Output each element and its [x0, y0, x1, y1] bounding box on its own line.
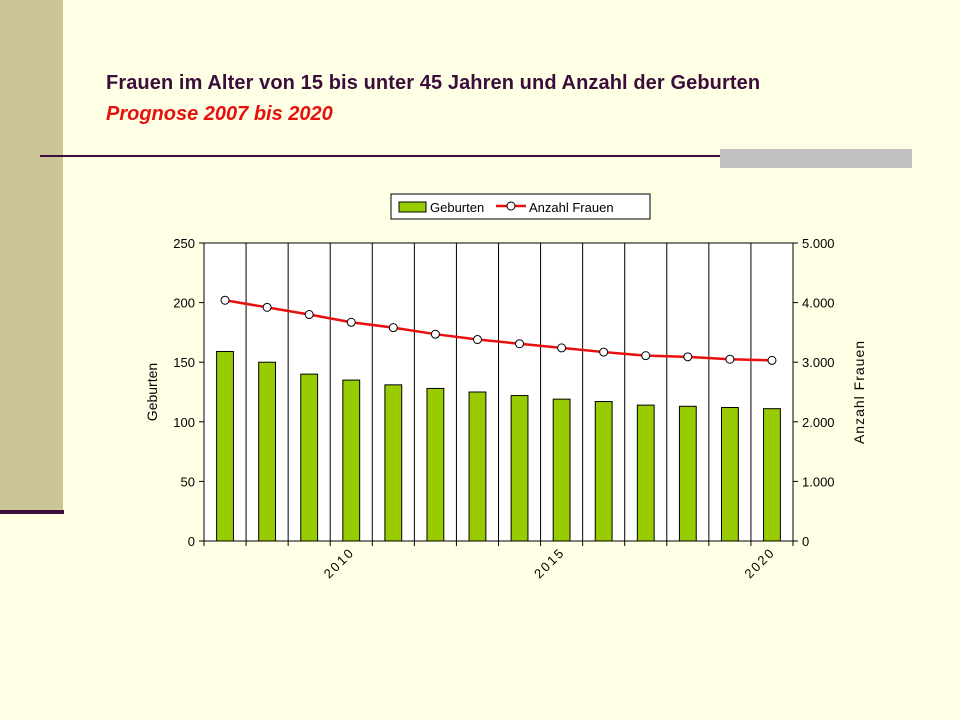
point-anzahl-frauen-2009: [304, 310, 314, 320]
point-anzahl-frauen-2015: [557, 343, 567, 353]
point-anzahl-frauen-2008: [262, 302, 272, 312]
bar-geburten-2011: [384, 384, 403, 542]
x-tick-label: 2010: [321, 545, 358, 582]
bar-geburten-2012: [426, 387, 445, 542]
bar-geburten-2019: [720, 406, 739, 542]
title-divider: [40, 155, 912, 157]
x-tick-label: 2020: [741, 545, 778, 582]
point-anzahl-frauen-2007: [220, 295, 230, 305]
y-tick-label-left: 50: [181, 474, 195, 489]
y-tick-label-left: 250: [173, 236, 195, 251]
side-decoration-line: [0, 510, 64, 514]
bar-geburten-2017: [636, 404, 655, 542]
point-anzahl-frauen-2018: [683, 352, 693, 362]
slide-title: Frauen im Alter von 15 bis unter 45 Jahr…: [106, 72, 761, 94]
point-anzahl-frauen-2014: [515, 339, 525, 349]
bar-geburten-2020: [763, 408, 781, 542]
y-tick-label-left: 100: [173, 415, 195, 430]
y-tick-label-right: 1.000: [802, 474, 835, 489]
slide-subtitle: Prognose 2007 bis 2020: [106, 103, 333, 125]
y-tick-label-right: 4.000: [802, 296, 835, 311]
bar-geburten-2018: [678, 405, 697, 542]
y-tick-label-left: 200: [173, 296, 195, 311]
y-tick-label-left: 0: [188, 534, 195, 549]
y-tick-label-right: 0: [802, 534, 809, 549]
y-tick-label-left: 150: [173, 355, 195, 370]
point-anzahl-frauen-2020: [767, 355, 777, 365]
legend-label-frauen: Anzahl Frauen: [529, 200, 614, 215]
bar-geburten-2014: [510, 395, 529, 542]
bar-geburten-2010: [342, 379, 361, 542]
x-tick-label: 2015: [531, 545, 568, 582]
point-anzahl-frauen-2013: [472, 335, 482, 345]
point-anzahl-frauen-2012: [430, 329, 440, 339]
title-divider-accent: [720, 149, 912, 168]
bar-geburten-2013: [468, 391, 487, 542]
legend-swatch-geburten: [398, 201, 427, 213]
bar-geburten-2009: [300, 373, 319, 542]
point-anzahl-frauen-2019: [725, 354, 735, 364]
bar-geburten-2016: [594, 401, 613, 542]
bar-geburten-2008: [258, 361, 277, 542]
y-tick-label-right: 5.000: [802, 236, 835, 251]
point-anzahl-frauen-2011: [388, 323, 398, 333]
line-anzahl-frauen: [224, 298, 772, 362]
point-anzahl-frauen-2010: [346, 317, 356, 327]
legend-marker-frauen: [506, 201, 516, 211]
legend-label-geburten: Geburten: [430, 200, 484, 215]
point-anzahl-frauen-2017: [641, 351, 651, 361]
side-decoration-bar: [0, 0, 63, 510]
y-tick-label-right: 2.000: [802, 415, 835, 430]
bar-geburten-2015: [552, 398, 571, 542]
chart-legend: Geburten Anzahl Frauen: [390, 193, 651, 220]
point-anzahl-frauen-2016: [599, 347, 609, 357]
y-axis-label-right: Anzahl Frauen: [851, 340, 867, 444]
bar-geburten-2007: [216, 350, 234, 542]
y-axis-label-left: Geburten: [144, 363, 160, 421]
y-tick-label-right: 3.000: [802, 355, 835, 370]
